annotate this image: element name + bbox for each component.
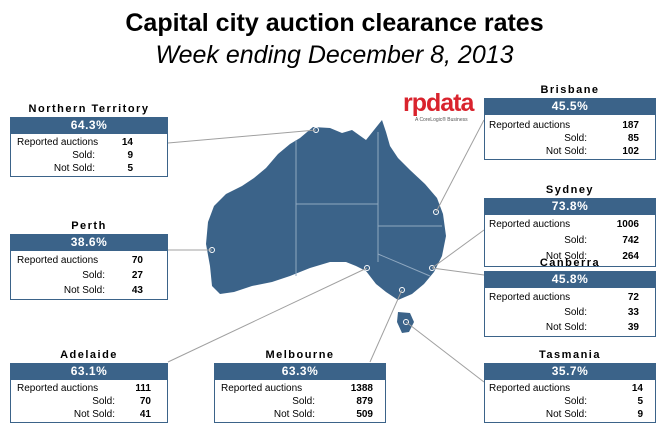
clearance-rate: 63.1% — [10, 363, 168, 380]
not-sold-row: Not Sold: 9 — [545, 409, 643, 420]
not-sold-value: 41 — [139, 409, 151, 420]
city-name: Northern Territory — [28, 103, 150, 115]
city-name: Melbourne — [265, 349, 335, 361]
card-melbourne: Melbourne 63.3% Reported auctions 1388 So… — [214, 349, 386, 423]
reported-value: 1388 — [350, 383, 373, 394]
page-subtitle: Week ending December 8, 2013 — [155, 41, 514, 69]
rpdata-logo: rpdata A CoreLogic® Business — [403, 90, 483, 130]
card-body: Reported auctions 14 Sold: 5 Not Sold: 9 — [484, 380, 656, 423]
card-body: Reported auctions 1006 Sold: 742 Not Sold:… — [484, 215, 656, 267]
not-sold-row: Not Sold: 5 — [53, 163, 133, 174]
logo-tagline: A CoreLogic® Business — [415, 117, 468, 123]
card-body: Reported auctions 14 Sold: 9 Not Sold: 5 — [10, 134, 168, 177]
card-perth: Perth 38.6% Reported auctions 70 Sold: 27 … — [10, 220, 168, 300]
city-name: Brisbane — [540, 84, 600, 96]
leader-lines — [167, 119, 485, 383]
sold-value: 879 — [356, 396, 373, 407]
clearance-rate: 45.8% — [484, 271, 656, 288]
not-sold-row: Not Sold: 41 — [73, 409, 151, 420]
clearance-rate: 73.8% — [484, 198, 656, 215]
sold-value: 5 — [637, 396, 643, 407]
sold-value: 85 — [627, 133, 639, 144]
reported-value: 187 — [622, 120, 639, 131]
sold-value: 33 — [627, 307, 639, 318]
not-sold-value: 102 — [622, 146, 639, 157]
sold-value: 742 — [622, 235, 639, 246]
reported-value: 111 — [135, 383, 151, 394]
not-sold-value: 5 — [127, 163, 133, 174]
not-sold-value: 9 — [637, 409, 643, 420]
card-adelaide: Adelaide 63.1% Reported auctions 111 Sold… — [10, 349, 168, 423]
sold-row: Sold: 33 — [564, 307, 639, 318]
clearance-rate: 45.5% — [484, 98, 656, 115]
card-body: Reported auctions 187 Sold: 85 Not Sold: 10… — [484, 115, 656, 160]
reported-value: 14 — [631, 383, 643, 394]
not-sold-row: Not Sold: 102 — [545, 146, 639, 157]
card-body: Reported auctions 70 Sold: 27 Not Sold: 43 — [10, 251, 168, 300]
sold-value: 27 — [131, 270, 143, 281]
clearance-rate: 63.3% — [214, 363, 386, 380]
not-sold-value: 43 — [131, 285, 143, 296]
page-title: Capital city auction clearance rates — [125, 9, 544, 37]
reported-value: 1006 — [616, 219, 639, 230]
reported-row: Reported auctions 187 — [489, 120, 639, 131]
city-name: Canberra — [539, 257, 601, 269]
card-body: Reported auctions 111 Sold: 70 Not Sold: 41 — [10, 380, 168, 423]
not-sold-row: Not Sold: 264 — [485, 249, 655, 265]
card-body: Reported auctions 1388 Sold: 879 Not Sold:… — [214, 380, 386, 423]
sold-value: 70 — [139, 396, 151, 407]
card-tasmania: Tasmania 35.7% Reported auctions 14 Sold:… — [484, 349, 656, 423]
not-sold-value: 509 — [356, 409, 373, 420]
card-brisbane: Brisbane 45.5% Reported auctions 187 Sold… — [484, 84, 656, 160]
mainland-shape — [206, 120, 446, 300]
clearance-rate: 64.3% — [10, 117, 168, 134]
city-name: Tasmania — [539, 349, 601, 361]
clearance-rate: 35.7% — [484, 363, 656, 380]
sold-row: Sold: 27 — [82, 270, 143, 281]
sold-row: Sold: 879 — [292, 396, 373, 407]
sold-row: Sold: 5 — [564, 396, 643, 407]
reported-row: Reported auctions 14 — [17, 137, 133, 148]
not-sold-row: Not Sold: 39 — [545, 322, 639, 333]
card-sydney: Sydney 73.8% Reported auctions 1006 Sold:… — [484, 184, 656, 267]
city-name: Adelaide — [60, 349, 118, 361]
card-canberra: Canberra 45.8% Reported auctions 72 Sold:… — [484, 257, 656, 337]
reported-row: Reported auctions 72 — [489, 292, 639, 303]
sold-value: 9 — [127, 150, 133, 161]
not-sold-row: Not Sold: 43 — [63, 285, 143, 296]
reported-row: Reported auctions 1006 — [485, 217, 655, 233]
reported-value: 70 — [131, 255, 143, 266]
city-name: Sydney — [545, 184, 595, 196]
reported-row: Reported auctions 14 — [489, 383, 643, 394]
sold-row: Sold: 70 — [92, 396, 151, 407]
reported-value: 72 — [627, 292, 639, 303]
reported-row: Reported auctions 70 — [17, 255, 143, 266]
state-borders — [295, 132, 442, 277]
sold-row: Sold: 9 — [72, 150, 133, 161]
city-name: Perth — [71, 220, 107, 232]
reported-value: 14 — [121, 137, 133, 148]
card-northern-territory: Northern Territory 64.3% Reported auctio… — [10, 103, 168, 177]
reported-row: Reported auctions 111 — [17, 383, 151, 394]
not-sold-row: Not Sold: 509 — [273, 409, 373, 420]
sold-row: Sold: 742 — [485, 233, 655, 249]
not-sold-value: 39 — [627, 322, 639, 333]
reported-row: Reported auctions 1388 — [221, 383, 373, 394]
card-body: Reported auctions 72 Sold: 33 Not Sold: 39 — [484, 288, 656, 337]
not-sold-value: 264 — [622, 251, 639, 262]
clearance-rate: 38.6% — [10, 234, 168, 251]
logo-brand: rpdata — [403, 89, 474, 117]
sold-row: Sold: 85 — [564, 133, 639, 144]
